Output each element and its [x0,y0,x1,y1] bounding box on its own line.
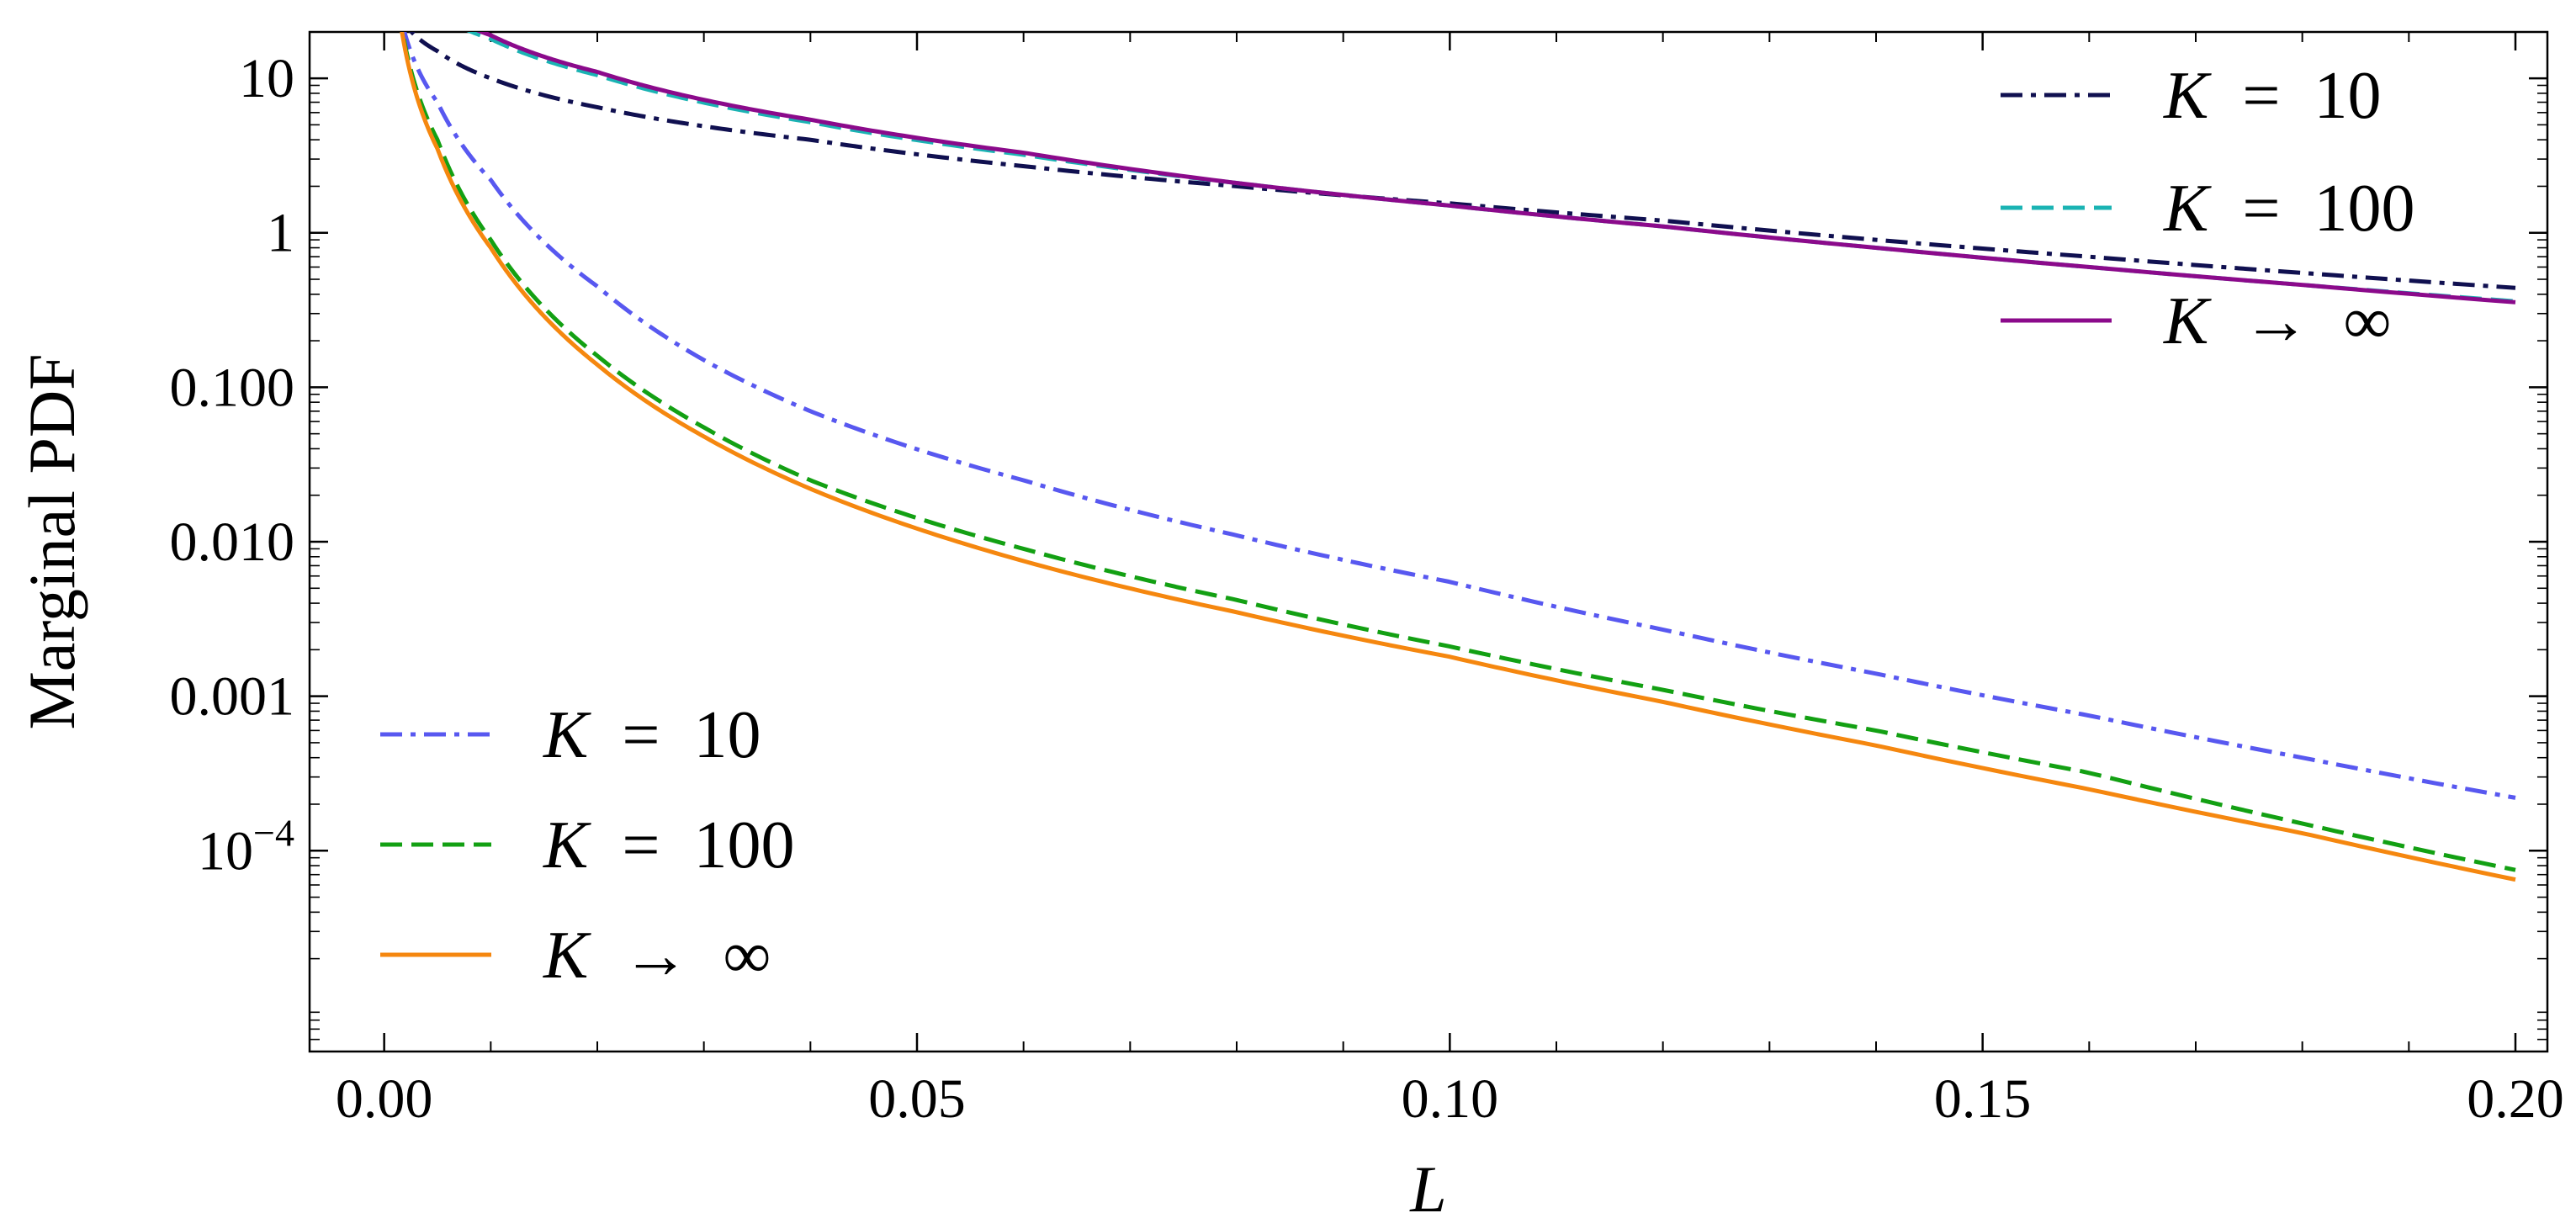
y-tick-label-base: 0.100 [170,357,295,418]
y-tick-label: 0.100 [170,357,295,418]
x-tick-label: 0.15 [1934,1068,2032,1130]
legend-label: K = 100 [2163,172,2414,246]
series-line-upper_k10 [408,32,2516,290]
y-axis-title: Marginal PDF [15,353,88,729]
y-tick-label: 1 [267,203,294,264]
y-tick-label-exponent: −4 [253,811,294,854]
y-tick-label: 0.010 [170,511,295,573]
axis-ticks [310,32,2547,1052]
series-line-lower_kinf [400,32,2516,882]
x-tick-label: 0.00 [336,1068,433,1130]
x-tick-label: 0.10 [1402,1068,1499,1130]
y-tick-label-base: 10 [198,820,253,882]
series-line-lower_k10 [402,32,2516,800]
y-tick-label: 10−4 [198,811,294,882]
legend-label: K = 10 [543,698,761,772]
legend-label: K → ∞ [2163,284,2391,358]
y-tick-label: 10 [239,48,294,109]
y-tick-label-base: 0.001 [170,666,295,728]
x-axis-title: L [1409,1152,1446,1226]
x-tick-label: 0.05 [868,1068,966,1130]
series-line-upper_k100 [466,32,2516,304]
axis-tick-labels: 0.000.050.100.150.201001010.1000.0100.00… [170,48,2564,1130]
y-tick-label: 0.001 [170,666,295,728]
legend-bottom-left: K = 10 K = 100 K → ∞ [380,698,794,993]
legend-label: K → ∞ [543,919,771,993]
series-layer [400,32,2516,882]
y-tick-label-base: 10 [239,48,294,109]
legend-label: K = 10 [2163,59,2381,133]
legend-label: K = 100 [543,808,794,882]
y-tick-label-base: 0.010 [170,511,295,573]
legends: K = 10 K = 100 K → ∞ K = 10 K = 100 K → ∞ [380,59,2414,993]
series-line-lower_k100 [400,32,2516,872]
series-line-upper_kinf [475,32,2516,305]
x-tick-label: 0.20 [2467,1068,2564,1130]
legend-top-right: K = 10 K = 100 K → ∞ [2001,59,2414,358]
y-tick-label-base: 1 [267,203,294,264]
